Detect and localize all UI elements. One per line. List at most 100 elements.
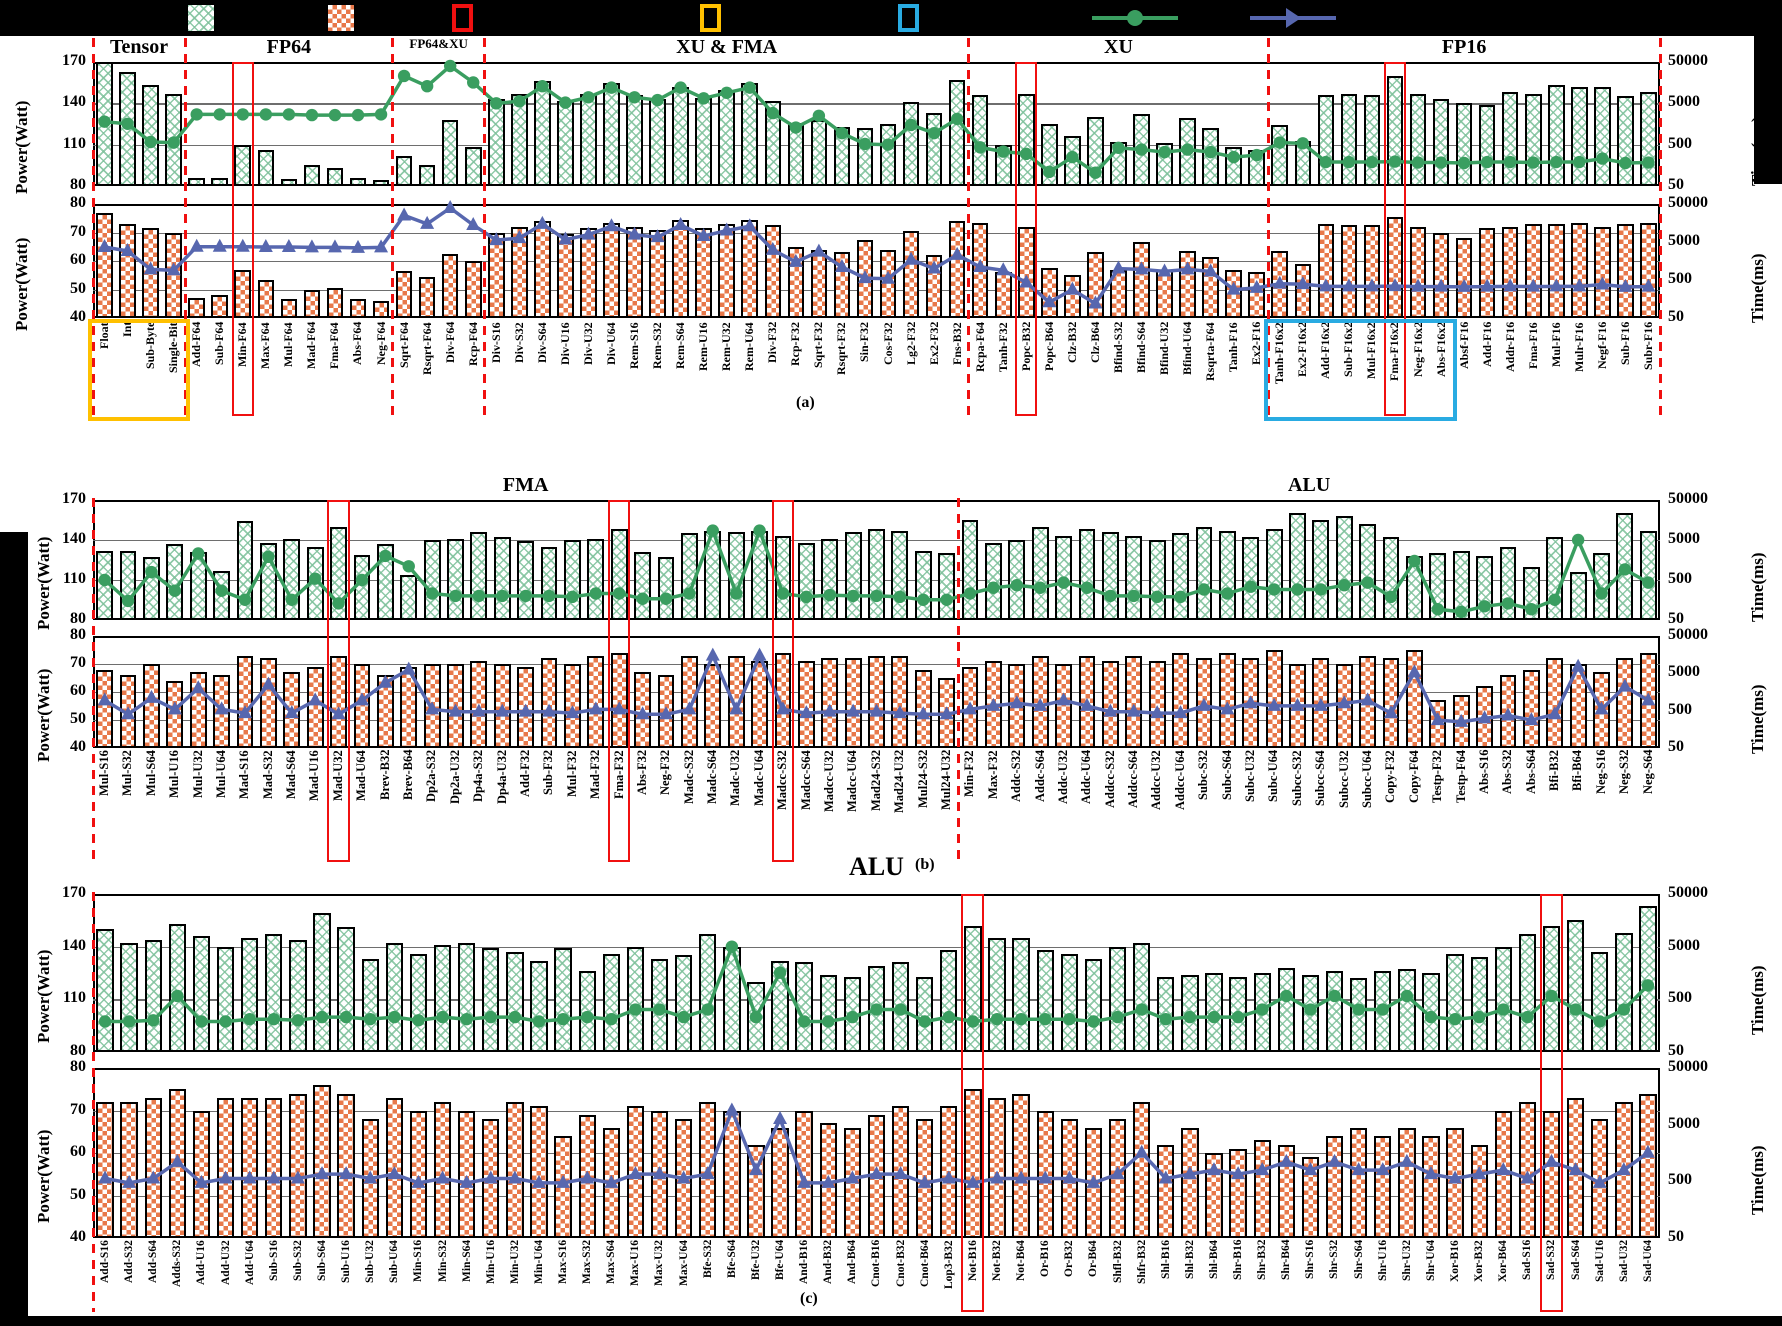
bar — [1156, 269, 1173, 318]
x-axis-label: Max-U64 — [677, 1240, 690, 1286]
x-axis-label: Max-F64 — [258, 322, 273, 369]
x-axis-label: Testp-F64 — [1453, 750, 1468, 804]
bar — [1202, 128, 1219, 186]
bar — [1470, 1144, 1488, 1238]
x-axis-label: Cnot-B32 — [894, 1240, 907, 1288]
bar — [1195, 658, 1213, 748]
red-box-swatch-icon — [452, 4, 473, 32]
bar — [1409, 226, 1427, 318]
bar — [821, 658, 839, 748]
bar — [143, 664, 160, 748]
time-tick-label: 500 — [1668, 1171, 1692, 1189]
bar — [188, 177, 205, 186]
bar — [1195, 526, 1213, 620]
x-axis-label: Div-U16 — [557, 322, 572, 365]
power-tick-label: 60 — [70, 251, 86, 268]
x-axis-label: Madc-U32 — [728, 750, 743, 807]
bar — [1594, 226, 1611, 318]
bar — [718, 223, 735, 318]
x-axis-label: Min-U16 — [484, 1240, 497, 1285]
x-axis-label: Shr-B32 — [1256, 1240, 1269, 1281]
bar — [771, 1127, 789, 1238]
bar — [771, 960, 789, 1052]
bar — [1616, 658, 1634, 748]
bar — [751, 661, 768, 748]
x-axis-label: Neg-F32 — [658, 750, 673, 796]
power-axis-label: Power(Watt) — [34, 536, 53, 630]
x-axis-label: Addcc-S32 — [1102, 750, 1117, 808]
x-axis-label: Dp4a-S32 — [471, 750, 486, 803]
bar — [119, 223, 136, 318]
bar — [795, 1110, 813, 1238]
x-axis-label: Sub-U16 — [340, 1240, 353, 1283]
bar — [580, 228, 597, 318]
bar — [1064, 275, 1081, 318]
power-tick-label: 60 — [70, 1143, 86, 1160]
bar — [1248, 272, 1265, 318]
bar — [1335, 516, 1353, 620]
bar — [441, 253, 459, 318]
bar — [1108, 946, 1127, 1052]
power-axis-label: Power(Watt) — [12, 100, 31, 194]
x-axis-label: Rsqrta-F64 — [1203, 322, 1218, 381]
bar — [1455, 238, 1473, 318]
bar — [400, 666, 418, 748]
x-axis-label: Add-S32 — [123, 1240, 136, 1283]
bar — [326, 288, 344, 318]
bar — [1242, 537, 1260, 620]
x-axis-label: Bfe-S32 — [701, 1240, 714, 1279]
x-axis-label: Min-U32 — [508, 1240, 521, 1285]
bar — [192, 1110, 211, 1238]
group-divider — [91, 38, 95, 416]
x-axis-label: Subc-U32 — [1243, 750, 1257, 803]
x-axis-label: Mad24-U32 — [892, 750, 907, 814]
x-axis-label: Sad-S64 — [1569, 1240, 1582, 1281]
x-axis-label: Bfind-S64 — [1133, 322, 1148, 374]
x-axis-label: Shr-U16 — [1376, 1240, 1389, 1282]
x-axis-label: Rsqrt-F64 — [419, 322, 434, 375]
bar — [1017, 226, 1035, 318]
x-axis-label: Abs-F32 — [634, 750, 649, 796]
x-axis-label: Mul24-S32 — [915, 750, 930, 809]
bar — [940, 950, 958, 1052]
time-tick-label: 5000 — [1668, 232, 1700, 249]
x-axis-label: Max-U32 — [653, 1240, 666, 1286]
bar — [626, 95, 643, 186]
x-axis-label: Xor-B64 — [1497, 1240, 1510, 1282]
power-tick-label: 50 — [70, 279, 86, 297]
x-axis-label: Sub-S64 — [315, 1240, 328, 1281]
x-axis-label: Min-S32 — [436, 1240, 449, 1283]
bar — [1518, 1102, 1537, 1238]
x-axis-label: Abs-S16 — [1476, 750, 1491, 795]
x-axis-label: Dp2a-U32 — [447, 750, 462, 805]
bar — [723, 946, 741, 1052]
x-axis-label: Madc-S32 — [681, 750, 696, 805]
x-axis-label: Min-U64 — [532, 1240, 545, 1285]
bar — [120, 1102, 138, 1238]
x-axis-label: Div-S32 — [511, 322, 526, 363]
group-title-tensor: Tensor — [109, 36, 169, 58]
power-tick-label: 70 — [70, 1100, 86, 1118]
x-axis-label: Neg-S64 — [1640, 750, 1655, 795]
time-tick-label: 5000 — [1668, 530, 1700, 547]
bar — [530, 1106, 548, 1238]
bar — [580, 93, 597, 186]
bar — [902, 231, 920, 318]
x-axis-label: Div-F64 — [442, 322, 457, 364]
x-axis-label: Clz-B64 — [1087, 322, 1102, 364]
bar — [487, 99, 505, 186]
time-axis-label: Time(ms) — [1748, 1145, 1767, 1215]
x-axis-label: Subc-U64 — [1266, 750, 1281, 803]
bar — [674, 955, 693, 1052]
x-axis-label: Neg-S16 — [1593, 750, 1608, 795]
group-title-xu: XU — [1104, 36, 1133, 58]
bar — [916, 976, 934, 1052]
x-axis-label: Add-U64 — [243, 1240, 256, 1285]
group-divider — [956, 498, 960, 862]
x-axis-label: Adds-S32 — [171, 1240, 184, 1288]
x-axis-label: Sub-U32 — [364, 1240, 377, 1283]
bar — [487, 232, 505, 318]
time-tick-label: 500 — [1668, 570, 1692, 587]
x-axis-label: Clz-B32 — [1064, 322, 1079, 364]
time-tick-label: 50000 — [1668, 52, 1708, 69]
